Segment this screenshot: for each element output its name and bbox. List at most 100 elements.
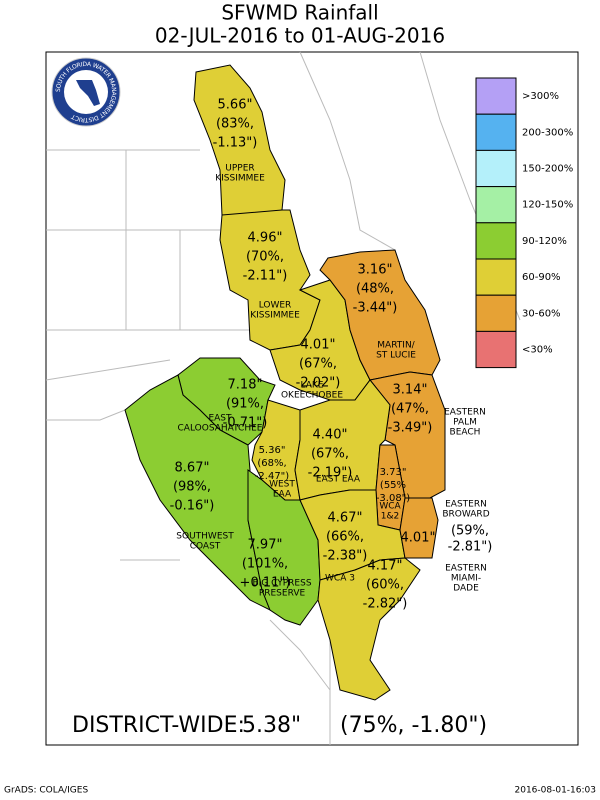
region-area [399,497,439,559]
region-name: WEST [269,480,295,490]
region-name: WCA [379,502,401,512]
regions [124,64,446,701]
region-name: EASTERN [445,500,487,510]
legend-label: 200-300% [522,127,573,138]
region-name: LAKE [301,381,324,391]
legend-swatch [475,330,517,369]
region-name: PRESERVE [259,589,306,599]
departure: -2.19") [308,466,353,481]
percent: (48%, [356,282,394,297]
legend-swatch [475,113,517,151]
rainfall: 8.67" [175,461,210,476]
region-name: CALOOSAHATCHEE [178,424,263,434]
departure: +0.11") [240,576,291,591]
rainfall: 4.67" [328,511,363,526]
rainfall: 4.17" [368,559,403,574]
region-name: UPPER [225,164,254,174]
rainfall: 3.73" [380,467,407,478]
departure: -2.82") [363,597,408,612]
legend-swatch [475,77,517,115]
departure: -2.38") [323,549,368,564]
region-name: 1&2 [381,512,399,522]
legend-label: >300% [522,91,559,102]
rainfall: 4.01" [301,338,336,353]
region-name: MARTIN/ [377,341,415,351]
summary-rainfall: 5.38" [242,713,301,738]
legend-label: 30-60% [522,308,561,319]
region-name: DADE [453,584,479,594]
legend-label: 60-90% [522,272,561,283]
rainfall: 5.36" [259,445,286,456]
district-logo: SOUTH FLORIDA WATER MANAGEMENT DISTRICT [51,57,121,127]
rainfall: 5.66" [218,98,253,113]
legend: >300% 200-300% 150-200% 120-150% 90-120% 60-9… [475,77,573,369]
region-name: MIAMI- [451,574,481,584]
departure: -0.71") [223,416,268,431]
legend-swatch [475,149,517,188]
rainfall: 7.18" [228,378,263,393]
region-name: EAA [273,490,292,500]
rainfall: 3.16" [358,263,393,278]
departure: -0.16") [170,499,215,514]
region-name: EAST [208,414,232,424]
title: SFWMD Rainfall [221,1,378,25]
rainfall: 4.96" [248,231,283,246]
legend-swatch [475,186,517,224]
departure: -2.81") [448,540,493,555]
region-name: KISSIMMEE [250,311,300,321]
percent: (91%, [226,397,264,412]
legend-label: 90-120% [522,236,567,247]
region-name: SOUTHWEST [176,532,234,542]
summary-label: DISTRICT-WIDE: [72,713,245,738]
percent: (47%, [391,402,429,417]
region-name: EASTERN [445,564,487,574]
departure: -2.02") [296,376,341,391]
legend-label: 120-150% [522,200,573,211]
region-name: BROWARD [442,510,489,520]
region-name: PALM [453,418,477,428]
region-name: COAST [190,542,221,552]
region-name: EASTERN [444,408,486,418]
legend-swatch [475,222,517,260]
departure: -2.47") [255,471,289,482]
region-name: BIG CYPRESS [252,579,311,589]
legend-label: 150-200% [522,164,573,175]
percent: (101%, [242,557,288,572]
rainfall: 4.01" [401,531,436,546]
region-name: WCA 3 [325,574,355,584]
legend-swatch [475,258,517,296]
region-name: KISSIMMEE [215,174,265,184]
region-name: EAST EAA [316,475,361,485]
footer-right: 2016-08-01-16:03 [515,786,597,796]
departure: -2.11") [243,269,288,284]
percent: (66%, [326,530,364,545]
region-name: BEACH [450,428,481,438]
departure: -3.44") [353,301,398,316]
subtitle: 02-JUL-2016 to 01-AUG-2016 [155,24,445,48]
rainfall: 4.40" [313,428,348,443]
region-area [317,557,421,701]
footer-left: GrADS: COLA/IGES [4,786,88,796]
percent: (59%, [451,524,489,539]
percent: (55% [380,480,406,491]
departure: -1.13") [213,136,258,151]
region-name: LOWER [259,301,292,311]
legend-swatch [475,294,517,332]
percent: (67%, [311,447,349,462]
percent: (67%, [299,357,337,372]
percent: (68%, [257,458,286,469]
region-name: OKEECHOBEE [281,391,343,401]
rainfall: 3.14" [393,383,428,398]
region-name: ST LUCIE [376,351,416,361]
percent: (70%, [246,250,284,265]
percent: (60%, [366,578,404,593]
background-outlines [45,51,521,745]
legend-label: <30% [522,345,553,356]
rainfall: 7.97" [248,538,283,553]
departure: -3.49") [388,421,433,436]
percent: (83%, [216,117,254,132]
percent: (98%, [173,480,211,495]
summary-detail: (75%, -1.80") [340,713,487,738]
region-labels: 5.66"(83%,-1.13")UPPERKISSIMMEE4.96"(70%… [170,98,493,612]
